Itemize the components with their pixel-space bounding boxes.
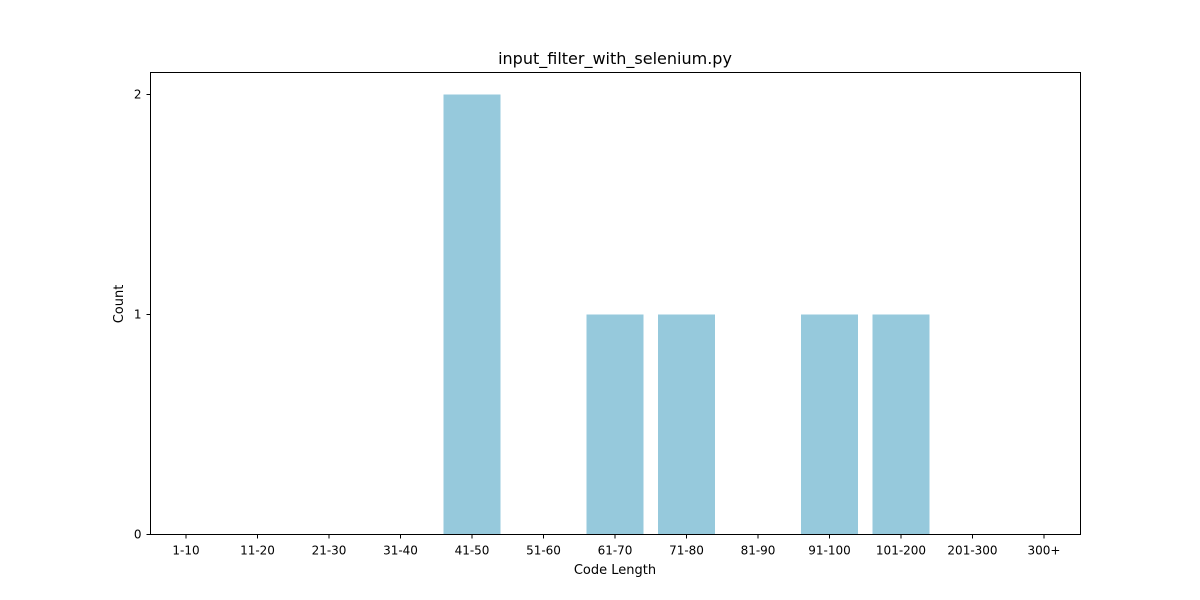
bar-61-70 xyxy=(586,314,644,535)
x-tick-label: 101-200 xyxy=(876,544,926,558)
y-tick-label: 1 xyxy=(134,308,142,322)
x-tick-label: 41-50 xyxy=(455,544,490,558)
y-tick-label: 0 xyxy=(134,528,142,542)
x-tick-label: 71-80 xyxy=(669,544,704,558)
bars xyxy=(443,94,930,535)
bar-91-100 xyxy=(801,314,858,535)
x-tick-label: 11-20 xyxy=(240,544,275,558)
bar-41-50 xyxy=(443,94,501,535)
x-tick-label: 81-90 xyxy=(741,544,776,558)
y-axis-ticks: 0 1 2 xyxy=(134,88,151,542)
chart-title: input_filter_with_selenium.py xyxy=(498,49,732,69)
x-tick-label: 31-40 xyxy=(383,544,418,558)
x-axis-ticks: 1-10 11-20 21-30 31-40 41-50 51-60 61-70 71-80 8… xyxy=(172,534,1061,558)
y-axis-label: Count xyxy=(112,285,127,324)
y-tick-label: 2 xyxy=(134,88,142,102)
x-tick-label: 1-10 xyxy=(172,544,199,558)
bar-71-80 xyxy=(658,314,715,535)
x-tick-label: 61-70 xyxy=(598,544,633,558)
x-axis-label: Code Length xyxy=(574,563,656,578)
x-tick-label: 51-60 xyxy=(526,544,561,558)
bar-101-200 xyxy=(872,314,930,535)
x-tick-label: 91-100 xyxy=(808,544,851,558)
x-tick-label: 201-300 xyxy=(947,544,997,558)
x-tick-label: 21-30 xyxy=(312,544,347,558)
x-tick-label: 300+ xyxy=(1028,544,1061,558)
